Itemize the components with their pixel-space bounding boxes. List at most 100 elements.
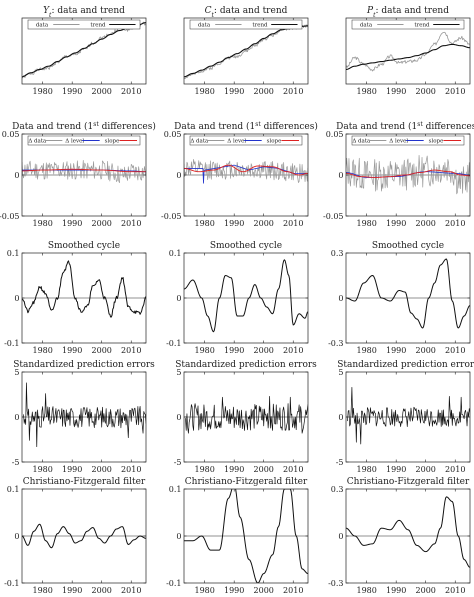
x-tick-label: 1990 [224,219,244,228]
series-line-errors [185,395,308,434]
y-tick-label: 0.1 [7,249,20,258]
y-tick-label: -0.1 [166,579,181,588]
panel-r4-c2: Christiano-Fitzgerald filter 1980 1990 2000… [328,477,471,595]
x-tick-label: 1990 [386,465,406,474]
y-tick-label: 0 [14,413,19,422]
legend-entry-label: slope [429,138,444,144]
x-tick-label: 1980 [194,586,214,595]
y-tick-label: -0.3 [328,339,343,348]
x-tick-label: 1990 [62,219,82,228]
x-tick-label: 2010 [121,87,141,96]
x-tick-label: 2010 [121,346,141,355]
x-tick-label: 1980 [194,346,214,355]
y-tick-label: 0.05 [326,130,344,139]
x-tick-label: 2010 [283,219,303,228]
y-tick-label: -0.05 [161,212,182,221]
y-tick-label: 0 [338,532,343,541]
x-tick-label: 1990 [224,586,244,595]
y-tick-label: -0.1 [4,339,19,348]
x-tick-label: 1990 [62,465,82,474]
panel-title: Data and trend (1st differences) [12,121,156,133]
x-tick-label: 1990 [386,219,406,228]
y-tick-label: -0.1 [166,339,181,348]
y-tick-label: 0.1 [7,485,20,494]
y-tick-label: -0.3 [328,579,343,588]
y-tick-label: -0.1 [4,579,19,588]
series-line--level [184,164,308,184]
panel-r3-c1: Standardized prediction errors 1980 1990 20… [174,360,317,474]
y-tick-label: 5 [176,368,181,377]
x-tick-label: 1990 [386,586,406,595]
legend-entry-label: data [198,22,211,28]
legend-entry-label: Δ data [352,138,371,144]
x-tick-label: 2010 [121,586,141,595]
x-tick-label: 2010 [283,346,303,355]
panel-title: Ct: data and trend [205,6,288,19]
y-tick-label: 0 [14,171,19,180]
x-tick-label: 2000 [92,586,112,595]
panel-title: Data and trend (1st differences) [174,121,318,133]
x-tick-label: 1990 [224,465,244,474]
x-tick-label: 2000 [92,346,112,355]
x-tick-label: 1990 [224,346,244,355]
y-tick-label: 0 [176,413,181,422]
legend: data trend [189,19,303,30]
x-tick-label: 2000 [416,87,436,96]
y-tick-label: 0 [176,294,181,303]
y-tick-label: 0.1 [169,485,182,494]
x-tick-label: 2000 [92,465,112,474]
y-tick-label: -5 [336,458,344,467]
panel-title: Standardized prediction errors [13,360,155,370]
legend-box [351,19,465,30]
legend-entry-label: Δ level [389,138,408,144]
legend-entry-label: data [360,22,373,28]
y-tick-label: 0 [14,532,19,541]
series-line-cycle [184,259,308,333]
x-tick-label: 1980 [194,87,214,96]
x-tick-label: 2010 [445,87,465,96]
y-tick-label: 0.05 [164,130,182,139]
panel-r3-c2: Standardized prediction errors 1980 1990 20… [336,360,474,474]
y-tick-label: 0 [338,413,343,422]
series-line-cycle [22,260,146,318]
x-tick-label: 1990 [62,346,82,355]
x-tick-label: 1980 [356,586,376,595]
series-line--data [346,155,470,195]
x-tick-label: 1980 [356,219,376,228]
x-tick-label: 2000 [254,346,274,355]
y-tick-label: 5 [338,368,343,377]
x-tick-label: 2010 [283,586,303,595]
plot-frame [345,17,471,85]
series-line--data [22,160,146,184]
x-tick-label: 1980 [32,219,52,228]
legend-entry-label: Δ level [65,138,84,144]
panel-title: Smoothed cycle [210,241,282,251]
panel-title: Pt: data and trend [366,6,449,19]
panel-title: Smoothed cycle [372,241,444,251]
series-line-cf [346,496,470,568]
x-tick-label: 2000 [92,219,112,228]
y-tick-label: -5 [12,458,20,467]
series-line-slope [346,169,470,178]
x-tick-label: 2000 [416,586,436,595]
plot-frame [183,17,309,85]
legend: Δ data Δ level slope [27,135,141,146]
y-tick-label: 0 [14,294,19,303]
x-tick-label: 1980 [194,465,214,474]
legend-entry-label: slope [267,138,282,144]
x-tick-label: 2000 [254,465,274,474]
legend-entry-label: data [36,22,49,28]
y-tick-label: 0.3 [331,485,344,494]
x-tick-label: 1980 [194,219,214,228]
y-tick-label: 0.3 [331,249,344,258]
panel-r1-c2: Data and trend (1st differences) 1980 1990… [323,121,474,229]
x-tick-label: 1990 [386,346,406,355]
x-tick-label: 1980 [32,465,52,474]
x-tick-label: 2010 [445,586,465,595]
legend: data trend [27,19,141,30]
legend-entry-label: trend [252,22,268,28]
x-tick-label: 2000 [416,346,436,355]
series-line-cycle [346,258,470,329]
legend-box [189,19,303,30]
